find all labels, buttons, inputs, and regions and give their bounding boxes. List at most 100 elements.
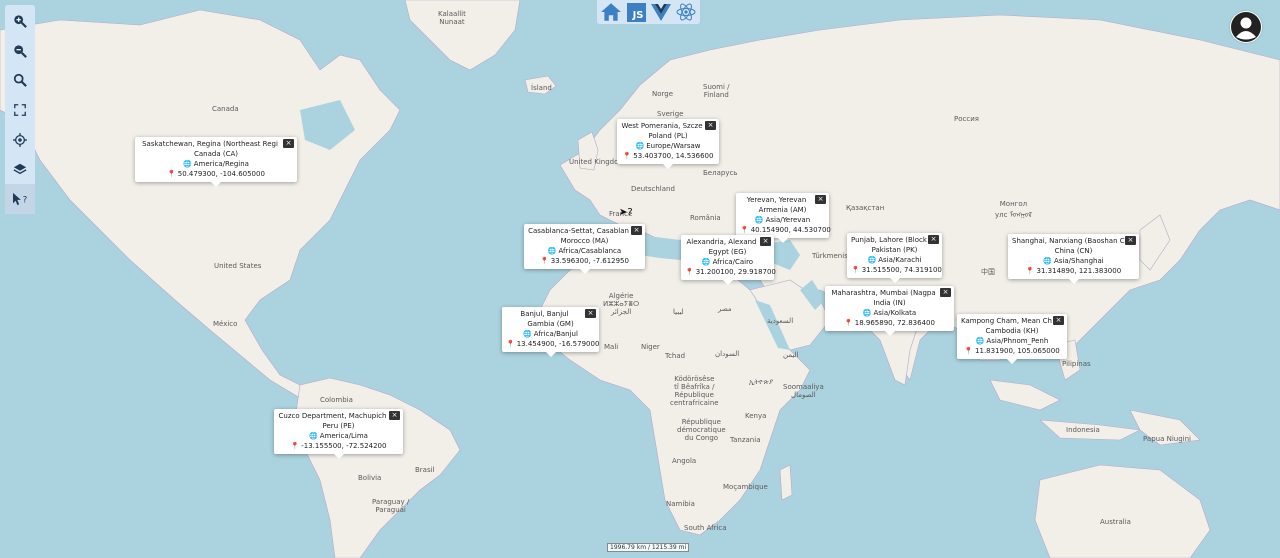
popup-coordinates: 53.403700, 14.536600 <box>633 152 714 160</box>
label-sudan: السودان <box>715 350 740 358</box>
identify-button[interactable]: ? <box>5 184 35 215</box>
popup-timezone: Africa/Cairo <box>712 258 754 266</box>
popup-close-button[interactable]: × <box>928 235 939 244</box>
fullscreen-icon <box>14 104 26 116</box>
map-toolbar: ? <box>5 5 35 215</box>
popup-timezone: Asia/Phnom_Penh <box>986 337 1049 345</box>
popup-coordinates: 31.314890, 121.383000 <box>1036 267 1122 275</box>
popup-region-title: Yerevan, Yerevan <box>746 196 807 204</box>
map-pin-icon: 📍 <box>740 226 749 234</box>
popup-timezone: Asia/Karachi <box>878 256 922 264</box>
popup-timezone: America/Lima <box>319 432 368 440</box>
label-mali: Mali <box>604 343 619 351</box>
map-pin-icon: 📍 <box>685 268 694 276</box>
popup-coordinates: -13.155500, -72.524200 <box>301 442 387 450</box>
label-kalaallit: Kalaallit Nunaat <box>438 10 466 26</box>
zoom-out-button[interactable] <box>5 36 35 66</box>
popup-country: China (CN) <box>1054 247 1093 255</box>
popup-coordinates: 11.831900, 105.065000 <box>975 347 1060 355</box>
popup-timezone-row: 🌐 Africa/Cairo <box>685 257 770 267</box>
globe-icon: 🌐 <box>867 256 877 264</box>
label-paraguay: Paraguay / Paraguái <box>372 498 410 514</box>
popup-timezone-row: 🌐 America/Lima <box>278 431 399 441</box>
popup-coordinates: 50.479300, -104.605000 <box>177 170 265 178</box>
vue-icon <box>651 4 671 21</box>
popup-region-title: West Pomerania, Szcze <box>621 122 703 130</box>
location-popup: Saskatchewan, Regina (Northeast Regi × Can… <box>135 137 297 187</box>
cursor-question-icon: ? <box>13 193 28 206</box>
scale-bar: 1996.79 km / 1215.39 mi <box>607 543 690 552</box>
label-tchad: Tchad <box>665 352 686 360</box>
react-button[interactable] <box>675 1 697 23</box>
popup-coords-row: 📍 11.831900, 105.065000 <box>961 346 1063 356</box>
location-popup: Yerevan, Yerevan × Armenia (AM) 🌐 Asia/Yerev… <box>736 193 831 243</box>
label-island: Ísland <box>531 84 552 92</box>
popup-region-title: Kampong Cham, Mean Ch <box>961 317 1052 325</box>
popup-timezone: Asia/Shanghai <box>1053 257 1104 265</box>
popup-region-title: Banjul, Banjul <box>520 310 569 318</box>
popup-close-button[interactable]: × <box>760 237 771 246</box>
popup-close-button[interactable]: × <box>631 226 642 235</box>
globe-icon: 🌐 <box>701 258 711 266</box>
label-ethiopia: ኢትዮጵያ <box>749 378 774 386</box>
popup-country: Armenia (AM) <box>758 206 807 214</box>
zoom-in-button[interactable] <box>5 6 35 36</box>
zoom-in-icon <box>14 15 27 28</box>
popup-timezone: America/Regina <box>193 160 249 168</box>
popup-timezone-row: 🌐 Asia/Shanghai <box>1012 256 1135 266</box>
user-avatar-button[interactable] <box>1230 11 1262 43</box>
map-pin-icon: 📍 <box>1025 267 1035 275</box>
popup-country: Canada (CA) <box>194 150 238 158</box>
location-popup: Casablanca-Settat, Casablan × Morocco (MA)… <box>524 224 645 274</box>
svg-text:?: ? <box>23 196 28 206</box>
location-popup: Kampong Cham, Mean Ch × Cambodia (KH) 🌐 Asia… <box>957 314 1067 364</box>
popup-close-button[interactable]: × <box>389 411 400 420</box>
label-france: France <box>609 210 633 218</box>
mouse-cursor-help: ➤? <box>619 207 633 218</box>
vue-button[interactable] <box>650 1 672 23</box>
popup-close-button[interactable]: × <box>1125 236 1136 245</box>
popup-timezone: Africa/Banjul <box>533 330 578 338</box>
search-icon <box>13 74 27 88</box>
home-icon <box>601 3 621 21</box>
label-saudi: السعودية <box>767 317 794 325</box>
label-libya: ليبيا <box>673 308 684 316</box>
label-uk: United Kingdom <box>569 158 626 166</box>
popup-timezone-row: 🌐 Europe/Warsaw <box>621 141 715 151</box>
label-australia: Australia <box>1100 518 1131 526</box>
globe-icon: 🌐 <box>309 432 318 440</box>
popup-coordinates: 40.154900, 44.530700 <box>750 226 831 234</box>
label-namibia: Namibia <box>666 500 695 508</box>
popup-timezone-row: 🌐 Asia/Kolkata <box>829 308 950 318</box>
search-button[interactable] <box>5 65 35 95</box>
popup-region-title: Saskatchewan, Regina (Northeast Regi <box>142 140 278 148</box>
popup-close-button[interactable]: × <box>1053 316 1064 325</box>
home-button[interactable] <box>600 1 622 23</box>
popup-close-button[interactable]: × <box>705 121 716 130</box>
javascript-icon: JS <box>626 2 646 22</box>
locate-button[interactable] <box>5 125 35 155</box>
globe-icon: 🌐 <box>183 160 192 168</box>
popup-close-button[interactable]: × <box>815 195 826 204</box>
popup-region-title: Casablanca-Settat, Casablan <box>528 227 629 235</box>
fullscreen-button[interactable] <box>5 95 35 125</box>
label-usa: United States <box>214 262 262 270</box>
label-mexico: México <box>213 320 238 328</box>
label-kenya: Kenya <box>745 412 767 420</box>
popup-close-button[interactable]: × <box>283 139 294 148</box>
popup-coords-row: 📍 13.454900, -16.579000 <box>506 339 599 349</box>
map-pin-icon: 📍 <box>622 152 632 160</box>
popup-coords-row: 📍 -13.155500, -72.524200 <box>278 441 399 451</box>
popup-close-button[interactable]: × <box>585 309 596 318</box>
globe-icon: 🌐 <box>975 337 985 345</box>
popup-country: Gambia (GM) <box>527 320 574 328</box>
layers-icon <box>13 164 27 175</box>
popup-region-title: Alexandria, Alexand <box>686 238 757 246</box>
javascript-button[interactable]: JS <box>625 1 647 23</box>
label-pilipinas: Pilipinas <box>1062 360 1091 368</box>
popup-timezone: Asia/Kolkata <box>873 309 917 317</box>
layers-button[interactable] <box>5 155 35 185</box>
label-angola: Angola <box>672 457 697 465</box>
popup-close-button[interactable]: × <box>940 288 951 297</box>
